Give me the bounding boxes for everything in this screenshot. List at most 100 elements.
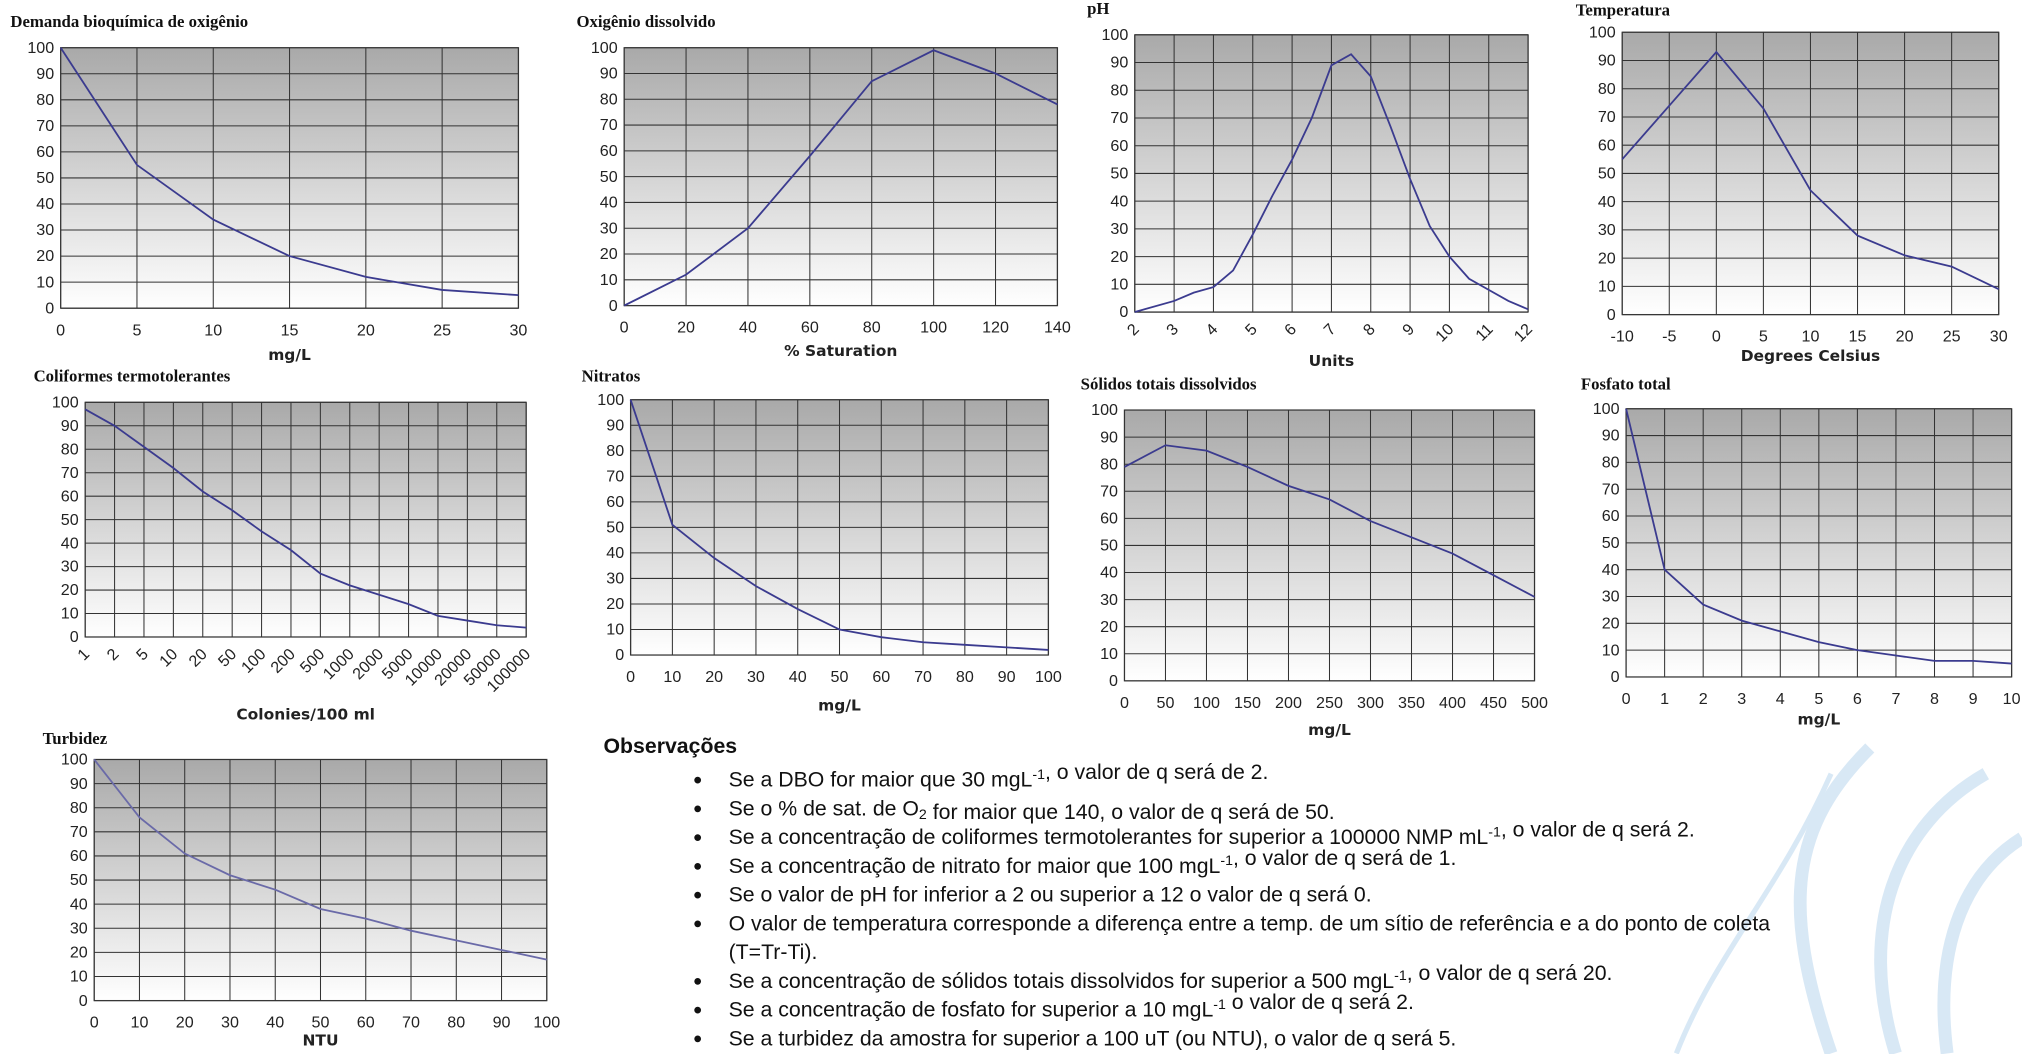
chart-title: Nitratos: [582, 367, 641, 386]
x-tick-label: 60: [801, 319, 819, 337]
y-tick-label: 60: [600, 142, 618, 160]
y-tick-label: 70: [1598, 108, 1616, 126]
y-tick-label: 40: [1598, 193, 1616, 211]
x-axis-label: mg/L: [818, 696, 861, 714]
note-text: Se a DBO for maior que 30 mgL: [729, 768, 1033, 792]
y-tick-label: 10: [1100, 645, 1118, 663]
x-tick-label: 250: [1316, 694, 1343, 712]
chart-title: Demanda bioquímica de oxigênio: [10, 12, 248, 31]
y-tick-label: 50: [1602, 534, 1620, 552]
x-tick-label: 2: [103, 645, 122, 664]
y-tick-label: 50: [1598, 165, 1616, 183]
y-tick-label: 20: [1598, 249, 1616, 267]
x-tick-label: 5: [1814, 690, 1823, 708]
x-tick-label: 9: [1399, 320, 1418, 339]
x-tick-label: 0: [90, 1014, 99, 1032]
y-tick-label: 90: [600, 65, 618, 83]
x-tick-label: 90: [493, 1014, 511, 1032]
x-tick-label: 150: [1234, 694, 1261, 712]
bullet: [694, 920, 702, 928]
bullet: [694, 776, 702, 784]
x-tick-label: 12: [1511, 320, 1536, 345]
y-tick-label: 70: [1602, 480, 1620, 498]
note-text: (T=Tr-Ti).: [729, 940, 818, 964]
y-tick-label: 90: [606, 416, 624, 434]
note-line: Se a concentração de coliformes termotol…: [729, 817, 1695, 849]
note-line: Se o % de sat. de O2 for maior que 140, …: [729, 796, 1335, 824]
x-tick-label: 20: [176, 1014, 194, 1032]
x-tick-label: 40: [789, 668, 807, 686]
x-tick-label: 30: [221, 1014, 239, 1032]
x-tick-label: 10: [130, 1014, 148, 1032]
x-tick-label: 400: [1439, 694, 1466, 712]
x-axis-label: Colonies/100 ml: [236, 706, 375, 724]
y-tick-label: 20: [606, 595, 624, 613]
chart-title: Turbidez: [43, 729, 108, 748]
y-tick-label: 40: [1110, 192, 1128, 210]
y-tick-label: 90: [61, 417, 79, 435]
y-tick-label: 10: [61, 605, 79, 623]
x-tick-label: 140: [1044, 319, 1071, 337]
y-tick-label: 90: [1598, 52, 1616, 70]
y-tick-label: 30: [606, 570, 624, 588]
superscript: -1: [1220, 853, 1233, 869]
y-tick-label: 90: [70, 775, 88, 793]
x-tick-label: 4: [1202, 320, 1221, 339]
x-tick-label: 10: [204, 321, 222, 339]
x-tick-label: 70: [402, 1014, 420, 1032]
x-tick-label: 120: [982, 319, 1009, 337]
y-tick-label: 0: [1611, 668, 1620, 686]
x-tick-label: 4: [1776, 690, 1785, 708]
y-tick-label: 90: [1100, 428, 1118, 446]
x-tick-label: 8: [1930, 690, 1939, 708]
x-axis-label: mg/L: [268, 346, 311, 364]
note-text: , o valor de q será 2.: [1501, 817, 1695, 841]
x-tick-label: 100: [1035, 668, 1062, 686]
y-tick-label: 80: [1598, 80, 1616, 98]
data-line: [1621, 50, 2000, 291]
note-line: Se a concentração de nitrato for maior q…: [729, 846, 1457, 878]
y-tick-label: 60: [1598, 136, 1616, 154]
y-tick-label: 90: [1110, 54, 1128, 72]
data-line: [59, 47, 519, 297]
x-tick-label: 5: [132, 321, 141, 339]
superscript: -1: [1394, 968, 1407, 984]
x-tick-label: 100: [533, 1014, 560, 1032]
x-tick-label: 20: [185, 645, 210, 670]
note-text: , o valor de q será de 2.: [1045, 760, 1268, 784]
subscript: 2: [919, 807, 927, 823]
y-tick-label: 50: [1110, 165, 1128, 183]
chart-title: Coliformes termotolerantes: [34, 367, 231, 386]
x-tick-label: 15: [281, 321, 299, 339]
bullet: [694, 978, 702, 985]
y-tick-label: 100: [61, 751, 88, 769]
x-tick-label: 10: [663, 668, 681, 686]
y-tick-label: 50: [70, 871, 88, 889]
y-tick-label: 90: [36, 65, 54, 83]
x-tick-label: 5: [133, 645, 152, 664]
x-tick-label: 25: [433, 321, 451, 339]
y-tick-label: 100: [597, 391, 624, 409]
note-text: , o valor de q será 20.: [1407, 961, 1613, 985]
y-tick-label: 60: [61, 487, 79, 505]
x-tick-label: 5: [1759, 328, 1768, 346]
note-text: o valor de q será 2.: [1226, 990, 1414, 1014]
bullet: [694, 1035, 702, 1043]
x-tick-label: 0: [1120, 694, 1129, 712]
x-tick-label: 6: [1281, 320, 1300, 339]
chart-title: pH: [1087, 0, 1109, 18]
y-tick-label: 20: [600, 245, 618, 263]
note-text: Se o % de sat. de O: [729, 796, 919, 820]
x-tick-label: 80: [447, 1014, 465, 1032]
y-tick-label: 10: [36, 273, 54, 291]
x-tick-label: 5: [1242, 320, 1261, 339]
x-tick-label: 0: [620, 319, 629, 337]
y-tick-label: 20: [70, 944, 88, 962]
x-tick-label: 0: [1712, 328, 1721, 346]
x-tick-label: 50: [831, 668, 849, 686]
y-tick-label: 10: [1110, 275, 1128, 293]
y-tick-label: 50: [61, 511, 79, 529]
y-tick-label: 80: [606, 442, 624, 460]
decoration: [1673, 743, 2022, 1054]
